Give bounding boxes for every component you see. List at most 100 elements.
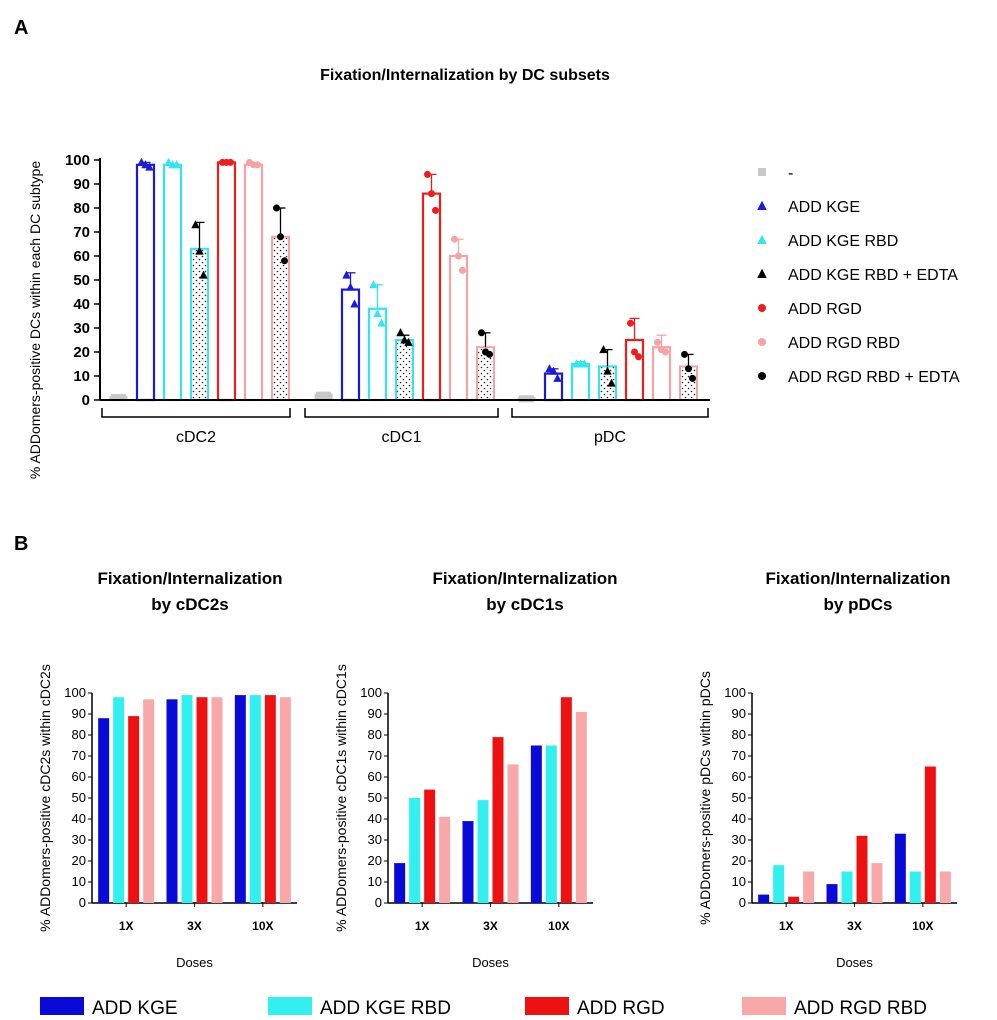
chart-a-point <box>654 338 661 346</box>
chart-chartB2-x-category: 1X <box>415 919 430 933</box>
chart-a-point <box>277 233 284 241</box>
chart-chartB1-y-tick-label: 30 <box>72 832 86 847</box>
chart-a-point <box>603 366 612 375</box>
chart-a-y-tick-label: 80 <box>73 200 90 217</box>
chart-a-point <box>377 318 386 327</box>
legend-b: ADD KGE ADD KGE RBD ADD RGD ADD RGD RBD <box>40 997 927 1019</box>
chart-chartB1-y-tick-label: 20 <box>72 853 86 868</box>
chart-a-point <box>580 359 589 368</box>
chart-a-bar <box>162 163 183 402</box>
legend-b-swatch <box>525 997 569 1015</box>
chart-a-y-tick-label: 60 <box>73 248 90 265</box>
chart-chartB3-y-tick-label: 70 <box>732 748 746 763</box>
chart-chartB1-y-tick-label: 50 <box>72 790 86 805</box>
chart-a-point <box>396 328 405 337</box>
legend-a-swatch <box>758 372 766 380</box>
chart-chartB2-y-tick-label: 40 <box>368 811 382 826</box>
chart-a-point <box>254 161 261 169</box>
chart-a-point <box>316 391 323 399</box>
chart-b-cdc1: Fixation/Internalization by cDC1s % ADDome… <box>333 569 618 970</box>
chart-a-point <box>631 348 638 356</box>
chart-a-point <box>662 348 669 356</box>
chart-a-point <box>273 204 280 212</box>
chart-chartB3-bar <box>939 871 951 903</box>
chart-chartB2-y-tick-label: 50 <box>368 790 382 805</box>
legend-b-swatch <box>268 997 312 1015</box>
legend-b-label: ADD RGD RBD <box>794 998 927 1019</box>
chart-a-point <box>519 395 526 403</box>
chart-a-group-bracket <box>511 408 709 418</box>
chart-a-bar <box>135 163 156 402</box>
chart-chartB3-bar <box>909 871 921 903</box>
chart-chartB2-title-line1: Fixation/Internalization <box>432 569 617 588</box>
chart-chartB1-y-tick-label: 100 <box>64 685 86 700</box>
chart-a-point <box>119 394 126 402</box>
chart-chartB2-x-category: 3X <box>483 919 498 933</box>
chart-a-group-bracket <box>304 408 499 418</box>
chart-a-point <box>373 308 382 318</box>
legend-a-label: - <box>788 165 793 182</box>
chart-chartB2-bar <box>575 711 587 903</box>
chart-chartB3-title-line1: Fixation/Internalization <box>765 569 950 588</box>
panel-a-label: A <box>14 17 28 39</box>
chart-a-point <box>324 391 331 399</box>
chart-a-point <box>428 190 435 198</box>
chart-chartB2-bar <box>409 798 421 903</box>
chart-chartB3-bar <box>788 896 800 903</box>
chart-a-ylabel: % ADDomers-positive DCs within each DC s… <box>27 161 43 479</box>
chart-a-bar <box>448 254 469 402</box>
legend-a-label: ADD KGE RBD + EDTA <box>788 267 958 284</box>
chart-a-point <box>115 394 122 402</box>
chart-chartB2-bar <box>477 800 489 903</box>
chart-chartB3-bar <box>924 766 936 903</box>
chart-a-point <box>350 299 359 308</box>
chart-chartB2-y-tick-label: 20 <box>368 853 382 868</box>
chart-chartB3-y-tick-label: 100 <box>724 685 746 700</box>
chart-b-cdc2: Fixation/Internalization by cDC2s % ADDome… <box>37 569 297 970</box>
chart-chartB2-bar <box>439 816 451 903</box>
chart-a-bar <box>651 346 672 402</box>
chart-chartB3-bar <box>894 833 906 903</box>
chart-a-x-category: pDC <box>594 429 626 446</box>
chart-a-point <box>607 378 616 387</box>
chart-a-title: Fixation/Internalization by DC subsets <box>320 67 610 84</box>
chart-a-point <box>111 394 118 402</box>
chart-b-pdc: Fixation/Internalization by pDCs % ADDomer… <box>697 569 957 970</box>
chart-chartB3-bar <box>773 865 785 903</box>
chart-a-point <box>172 160 181 169</box>
chart-chartB3-bar <box>841 871 853 903</box>
legend-a-label: ADD KGE RBD <box>788 233 898 250</box>
chart-a-point <box>527 395 534 403</box>
chart-chartB2-y-tick-label: 100 <box>360 685 382 700</box>
chart-a-point <box>689 374 696 382</box>
chart-a-y-tick-label: 20 <box>73 344 90 361</box>
chart-a-y-tick-label: 100 <box>65 152 90 169</box>
chart-chartB1-y-tick-label: 60 <box>72 769 86 784</box>
chart-a-group-bracket <box>101 408 291 418</box>
chart-a-point <box>478 329 485 337</box>
chart-chartB3-y-tick-label: 30 <box>732 832 746 847</box>
chart-a-bar <box>216 161 237 402</box>
chart-chartB1-bar <box>264 695 276 903</box>
chart-chartB2-bar <box>530 745 542 903</box>
chart-a-x-category: cDC1 <box>381 429 421 446</box>
chart-chartB1-y-tick-label: 0 <box>79 895 86 910</box>
chart-a-point <box>486 350 493 358</box>
chart-chartB1-y-tick-label: 90 <box>72 706 86 721</box>
chart-chartB1-bar <box>128 716 140 903</box>
chart-chartB3-bar <box>758 894 770 903</box>
legend-a-label: ADD RGD RBD <box>788 335 900 352</box>
chart-chartB2-xlabel: Doses <box>472 955 509 970</box>
chart-a-y-tick-label: 10 <box>73 368 90 385</box>
chart-chartB3-y-tick-label: 0 <box>739 895 746 910</box>
chart-chartB2-bar <box>545 745 557 903</box>
legend-b-label: ADD RGD <box>577 998 665 1019</box>
legend-b-swatch <box>40 997 84 1015</box>
chart-chartB1-bar <box>279 697 291 903</box>
chart-chartB1-x-category: 3X <box>187 919 202 933</box>
chart-chartB3-title-line2: by pDCs <box>824 595 893 614</box>
chart-a-bar <box>243 163 264 402</box>
chart-chartB2-y-tick-label: 70 <box>368 748 382 763</box>
chart-a-bar <box>421 192 442 402</box>
chart-chartB1-y-tick-label: 70 <box>72 748 86 763</box>
